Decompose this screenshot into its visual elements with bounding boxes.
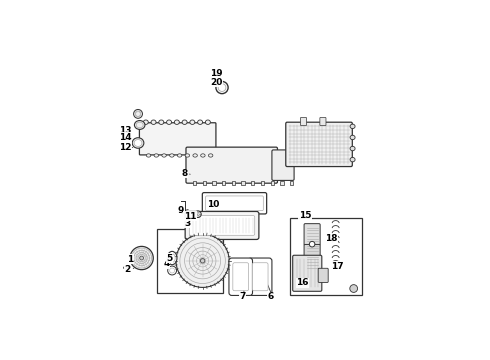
- Circle shape: [195, 211, 201, 217]
- FancyBboxPatch shape: [272, 150, 294, 180]
- Bar: [270, 181, 274, 185]
- Circle shape: [168, 266, 176, 275]
- Ellipse shape: [132, 138, 144, 148]
- FancyBboxPatch shape: [189, 216, 255, 235]
- Ellipse shape: [169, 253, 175, 262]
- Text: 2: 2: [124, 265, 131, 274]
- Circle shape: [135, 111, 141, 117]
- FancyBboxPatch shape: [186, 147, 277, 183]
- Circle shape: [130, 246, 153, 270]
- Ellipse shape: [350, 157, 355, 162]
- Circle shape: [200, 258, 205, 263]
- Ellipse shape: [154, 154, 159, 157]
- Circle shape: [218, 84, 226, 91]
- Ellipse shape: [167, 120, 172, 125]
- Ellipse shape: [151, 120, 156, 125]
- FancyBboxPatch shape: [293, 255, 322, 291]
- Ellipse shape: [136, 122, 143, 128]
- Bar: [251, 181, 254, 185]
- Text: 15: 15: [299, 211, 312, 220]
- FancyBboxPatch shape: [252, 263, 268, 291]
- Ellipse shape: [208, 154, 213, 157]
- Text: 7: 7: [240, 292, 246, 301]
- Ellipse shape: [177, 154, 182, 157]
- Text: 14: 14: [119, 133, 131, 142]
- Circle shape: [140, 256, 144, 260]
- FancyBboxPatch shape: [320, 117, 326, 126]
- Ellipse shape: [167, 251, 177, 265]
- FancyBboxPatch shape: [304, 224, 320, 245]
- Text: 20: 20: [210, 77, 222, 86]
- Circle shape: [350, 285, 358, 292]
- Ellipse shape: [350, 146, 355, 151]
- Ellipse shape: [123, 266, 127, 269]
- Bar: [290, 218, 362, 296]
- Ellipse shape: [201, 154, 205, 157]
- Text: 8: 8: [181, 169, 188, 178]
- Text: 10: 10: [208, 200, 220, 209]
- Circle shape: [134, 109, 143, 118]
- Ellipse shape: [134, 140, 142, 147]
- Text: 12: 12: [119, 143, 131, 152]
- Bar: [242, 181, 245, 185]
- FancyBboxPatch shape: [202, 193, 267, 214]
- Text: 13: 13: [119, 126, 131, 135]
- Ellipse shape: [193, 154, 197, 157]
- FancyBboxPatch shape: [300, 117, 307, 126]
- Ellipse shape: [162, 154, 166, 157]
- Ellipse shape: [170, 154, 174, 157]
- Ellipse shape: [182, 120, 187, 125]
- Text: 18: 18: [325, 234, 338, 243]
- FancyBboxPatch shape: [206, 196, 263, 211]
- Circle shape: [309, 242, 315, 247]
- Text: 17: 17: [331, 262, 343, 271]
- FancyBboxPatch shape: [229, 258, 252, 296]
- Ellipse shape: [159, 120, 164, 125]
- Ellipse shape: [174, 120, 179, 125]
- Text: 1: 1: [127, 255, 134, 264]
- Ellipse shape: [350, 135, 355, 140]
- Ellipse shape: [147, 154, 151, 157]
- Bar: [157, 229, 223, 293]
- Text: 19: 19: [210, 69, 223, 78]
- FancyBboxPatch shape: [304, 244, 320, 271]
- Ellipse shape: [185, 154, 190, 157]
- FancyBboxPatch shape: [318, 268, 328, 283]
- FancyBboxPatch shape: [185, 211, 259, 239]
- Bar: [290, 181, 293, 185]
- Ellipse shape: [143, 120, 148, 125]
- Text: 4: 4: [163, 259, 170, 268]
- Text: 6: 6: [268, 292, 273, 301]
- Bar: [280, 181, 284, 185]
- FancyBboxPatch shape: [286, 122, 352, 167]
- Bar: [232, 181, 235, 185]
- Bar: [212, 181, 216, 185]
- Text: 3: 3: [184, 219, 191, 228]
- Circle shape: [170, 268, 174, 273]
- Text: 11: 11: [184, 212, 196, 221]
- Ellipse shape: [197, 120, 203, 125]
- Ellipse shape: [205, 120, 210, 125]
- FancyBboxPatch shape: [248, 258, 272, 296]
- Circle shape: [176, 234, 229, 287]
- Text: 9: 9: [177, 206, 184, 215]
- Circle shape: [216, 81, 228, 94]
- Bar: [222, 181, 225, 185]
- FancyBboxPatch shape: [140, 123, 216, 155]
- Ellipse shape: [134, 121, 145, 129]
- FancyBboxPatch shape: [233, 263, 248, 291]
- Bar: [203, 181, 206, 185]
- Bar: [261, 181, 264, 185]
- Ellipse shape: [190, 120, 195, 125]
- Ellipse shape: [350, 124, 355, 129]
- Text: 5: 5: [166, 253, 172, 262]
- Text: 16: 16: [296, 279, 309, 288]
- Bar: [193, 181, 196, 185]
